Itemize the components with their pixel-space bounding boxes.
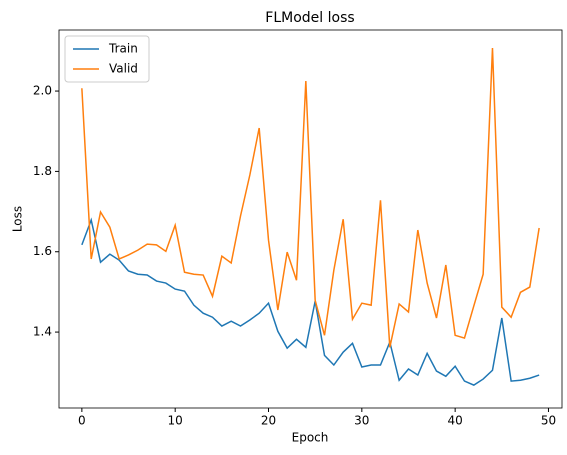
x-tick-label: 50 [541, 414, 556, 428]
legend-label: Valid [109, 62, 138, 76]
y-tick-label: 1.8 [33, 164, 52, 178]
x-tick-label: 40 [448, 414, 463, 428]
x-tick-label: 0 [78, 414, 86, 428]
x-axis-label: Epoch [292, 431, 329, 445]
series-line [81, 48, 540, 348]
x-tick-label: 20 [261, 414, 276, 428]
y-tick-label: 1.6 [33, 244, 52, 258]
axes-frame [58, 29, 563, 409]
chart-title: FLModel loss [265, 10, 354, 26]
y-tick-label: 2.0 [33, 84, 52, 98]
y-tick-label: 1.4 [33, 325, 52, 339]
y-axis-label: Loss [11, 206, 25, 232]
x-tick-label: 30 [354, 414, 369, 428]
series-line [81, 217, 540, 386]
legend-label: Train [108, 42, 138, 56]
legend-box [64, 35, 150, 83]
x-tick-label: 10 [168, 414, 183, 428]
